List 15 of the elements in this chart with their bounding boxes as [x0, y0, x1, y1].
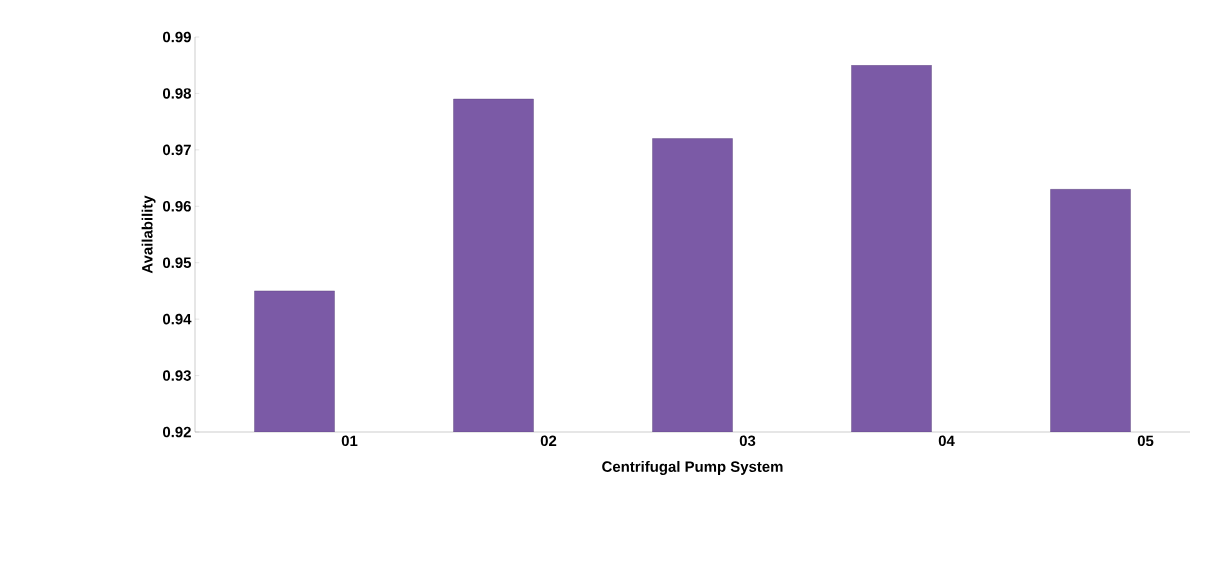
y-tick-label: 0.93	[162, 370, 191, 381]
y-tick-label: 0.98	[162, 88, 192, 99]
x-axis-title: Centrifugal Pump System	[602, 460, 783, 475]
x-tick-label: 02	[540, 435, 557, 447]
x-tick-label: 04	[938, 435, 955, 447]
x-tick-label: 05	[1137, 435, 1154, 447]
y-tick-label: 0.94	[162, 313, 192, 325]
y-tick-label: 0.96	[162, 200, 191, 212]
y-axis-title: Availability	[141, 195, 156, 274]
y-tick-label: 0.97	[162, 144, 191, 156]
y-tick-label: 0.99	[162, 31, 191, 43]
x-tick-label: 01	[341, 435, 358, 447]
y-tick-label: 0.92	[162, 426, 191, 438]
x-tick-label: 03	[739, 435, 756, 447]
y-tick-label: 0.95	[162, 257, 192, 268]
